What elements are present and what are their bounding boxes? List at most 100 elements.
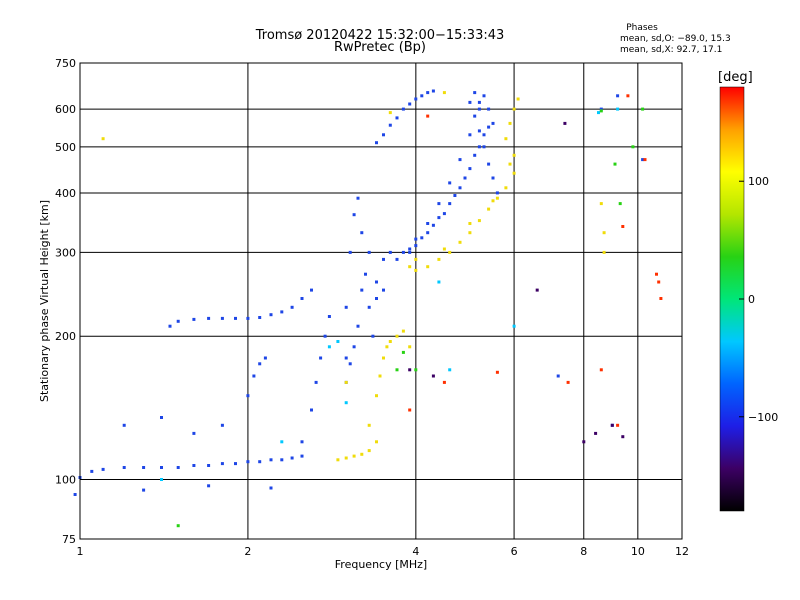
data-point bbox=[437, 280, 441, 284]
data-point bbox=[414, 268, 418, 272]
data-point bbox=[482, 133, 486, 137]
data-point bbox=[160, 416, 163, 419]
data-point bbox=[473, 153, 477, 157]
data-point bbox=[426, 114, 430, 118]
data-point bbox=[375, 280, 378, 284]
data-point bbox=[597, 111, 600, 115]
data-point bbox=[258, 362, 262, 366]
data-point bbox=[495, 191, 499, 195]
data-point bbox=[246, 460, 250, 464]
data-point bbox=[234, 462, 237, 466]
data-point bbox=[395, 368, 399, 372]
data-point bbox=[487, 162, 491, 166]
data-point bbox=[160, 466, 163, 469]
data-point bbox=[582, 440, 586, 444]
data-point bbox=[352, 345, 356, 349]
colorbar-unit-label: [deg] bbox=[718, 70, 753, 85]
y-tick-label: 100 bbox=[55, 474, 76, 487]
data-point bbox=[408, 345, 412, 349]
data-point bbox=[382, 133, 385, 137]
data-point bbox=[641, 158, 645, 162]
data-point bbox=[491, 176, 495, 180]
data-point bbox=[367, 305, 371, 309]
data-point bbox=[207, 484, 211, 488]
data-point bbox=[563, 121, 567, 125]
colorbar-tick-label: 0 bbox=[748, 293, 755, 306]
data-point bbox=[401, 107, 405, 111]
data-point bbox=[437, 202, 441, 206]
data-point bbox=[90, 469, 94, 473]
data-point bbox=[314, 380, 318, 384]
data-point bbox=[477, 219, 481, 223]
data-point bbox=[352, 213, 356, 217]
x-tick-label: 1 bbox=[77, 545, 84, 558]
data-point bbox=[375, 141, 378, 145]
phases-x-stats: mean, sd,X: 92.7, 17.1 bbox=[620, 45, 723, 55]
data-point bbox=[442, 91, 446, 95]
x-tick-label: 8 bbox=[580, 545, 587, 558]
data-point bbox=[344, 356, 348, 360]
data-point bbox=[602, 231, 606, 235]
data-point bbox=[414, 244, 418, 248]
data-point bbox=[468, 231, 472, 235]
data-point bbox=[495, 370, 499, 374]
data-point bbox=[512, 153, 516, 157]
data-point bbox=[192, 317, 196, 321]
data-point bbox=[382, 288, 385, 292]
data-point bbox=[327, 345, 331, 349]
y-tick-label: 400 bbox=[55, 187, 76, 200]
data-point bbox=[375, 297, 378, 300]
data-point bbox=[388, 250, 392, 254]
colorbar-tick-label: 100 bbox=[748, 175, 769, 188]
data-point bbox=[616, 94, 620, 98]
data-point bbox=[73, 493, 77, 496]
data-point bbox=[621, 225, 625, 228]
data-point bbox=[414, 368, 418, 372]
data-point bbox=[310, 288, 313, 292]
y-tick-label: 300 bbox=[55, 246, 76, 259]
y-tick-label: 600 bbox=[55, 103, 76, 116]
data-point bbox=[269, 458, 273, 462]
data-point bbox=[477, 145, 481, 149]
data-point bbox=[220, 462, 224, 466]
y-tick-labels: 75 100 200 300 400 500 600 750 bbox=[55, 57, 76, 546]
data-point bbox=[323, 334, 327, 338]
data-point bbox=[487, 107, 491, 111]
data-point bbox=[495, 196, 499, 200]
data-point bbox=[458, 186, 462, 190]
x-tick-label: 10 bbox=[631, 545, 645, 558]
data-point bbox=[657, 280, 661, 284]
y-tick-label: 200 bbox=[55, 330, 76, 343]
data-point bbox=[442, 247, 446, 251]
data-point bbox=[599, 368, 603, 372]
x-tick-label: 4 bbox=[412, 545, 419, 558]
chart-title: Tromsø 20120422 15:32:00−15:33:43 bbox=[255, 28, 505, 43]
data-point bbox=[535, 288, 539, 292]
data-point bbox=[310, 408, 313, 412]
y-axis-label: Stationary phase Virtual Height [km] bbox=[38, 200, 51, 402]
data-point bbox=[385, 345, 389, 349]
data-point bbox=[388, 123, 392, 127]
data-point bbox=[408, 368, 412, 372]
data-point bbox=[375, 440, 378, 444]
data-point bbox=[327, 315, 331, 318]
data-point bbox=[453, 194, 457, 197]
data-point bbox=[300, 440, 304, 444]
data-point bbox=[448, 368, 452, 372]
x-tick-label: 2 bbox=[244, 545, 251, 558]
data-point bbox=[613, 162, 617, 166]
data-point bbox=[426, 91, 430, 95]
data-points bbox=[73, 89, 663, 528]
data-point bbox=[382, 257, 385, 261]
data-point bbox=[468, 100, 472, 104]
data-point bbox=[477, 129, 481, 133]
phases-o-stats: mean, sd,O: −89.0, 15.3 bbox=[620, 34, 731, 44]
data-point bbox=[395, 116, 399, 120]
data-point bbox=[408, 265, 412, 269]
data-point bbox=[258, 316, 262, 319]
data-point bbox=[442, 212, 446, 216]
data-point bbox=[360, 452, 364, 456]
data-point bbox=[487, 125, 491, 129]
data-point bbox=[300, 454, 304, 458]
data-point bbox=[512, 324, 516, 328]
